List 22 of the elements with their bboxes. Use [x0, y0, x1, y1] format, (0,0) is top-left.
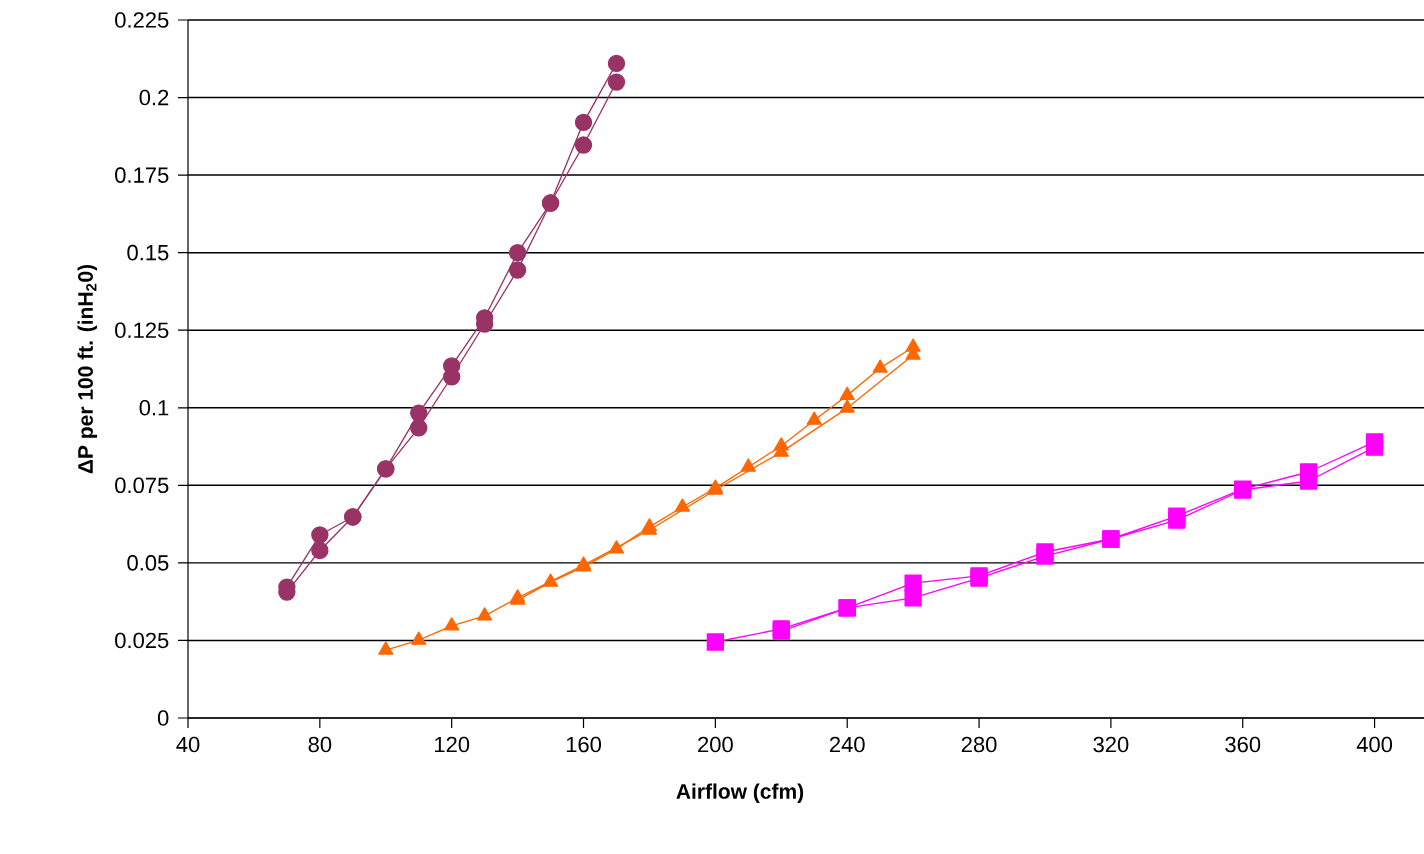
y-tick-label: 0.15: [127, 244, 169, 261]
x-axis-title: Airflow (cfm): [676, 783, 804, 804]
y-tick-label: 0.2: [139, 89, 169, 106]
y-tick-label: 0: [157, 710, 169, 726]
y-tick-label: 0.025: [115, 632, 169, 649]
x-tick-label: 240: [829, 736, 865, 753]
y-tick-label: 0.125: [115, 322, 169, 338]
y-tick-label: 0.175: [115, 167, 169, 183]
y-axis-title: ΔP per 100 ft. (inH$_{2}$0): [77, 264, 98, 474]
y-tick-label: 0.1: [139, 399, 169, 416]
x-tick-label: 400: [1356, 736, 1393, 753]
x-tick-label: 360: [1225, 736, 1261, 753]
x-tick-label: 280: [961, 736, 997, 753]
y-tick-label: 0.225: [115, 12, 169, 28]
x-tick-label: 160: [566, 736, 602, 753]
y-tick-label: 0.075: [115, 477, 169, 494]
x-tick-label: 320: [1093, 736, 1129, 753]
y-tick-label: 0.05: [127, 555, 169, 571]
x-tick-label: 120: [435, 736, 470, 753]
x-tick-label: 40: [176, 736, 200, 753]
x-tick-label: 200: [698, 736, 733, 753]
x-tick-label: 80: [308, 736, 332, 753]
